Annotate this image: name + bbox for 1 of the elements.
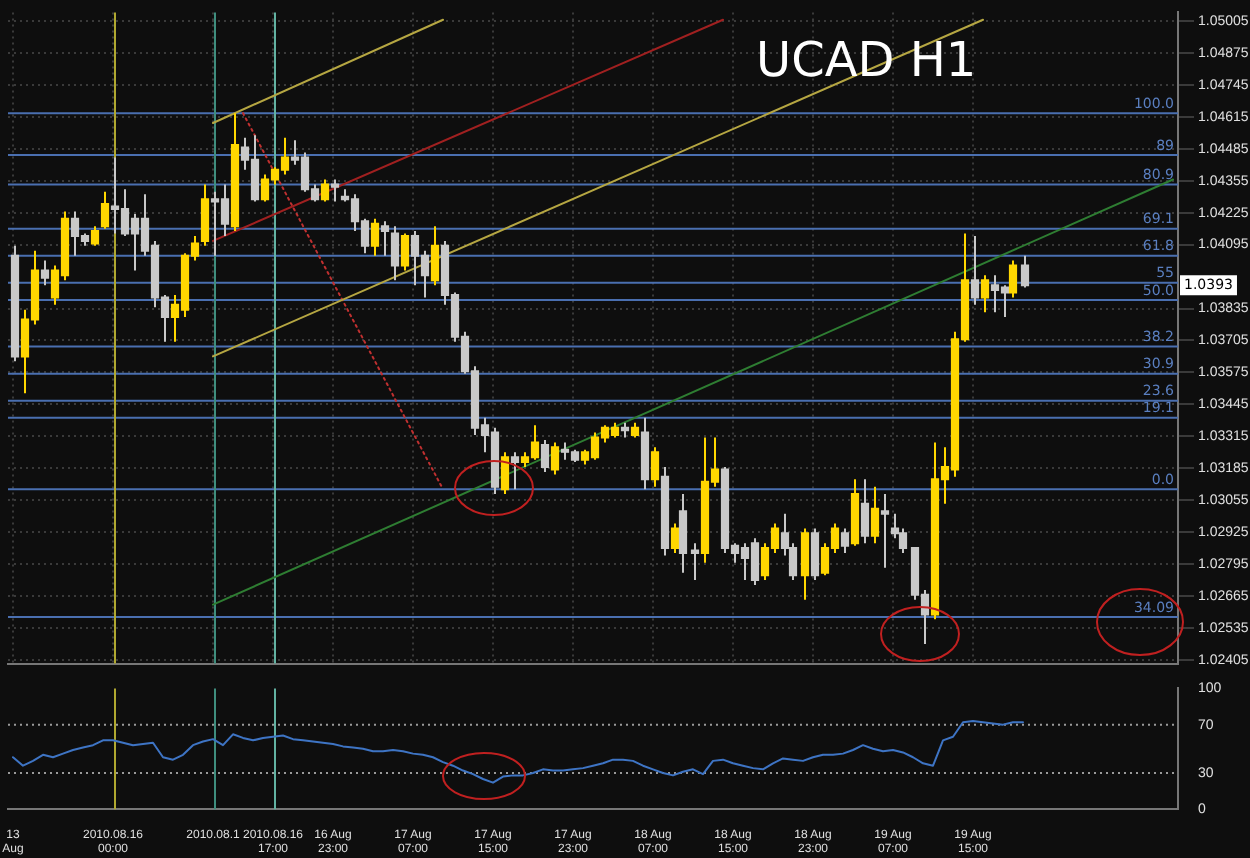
chart-title: UCAD H1 [756, 32, 977, 88]
